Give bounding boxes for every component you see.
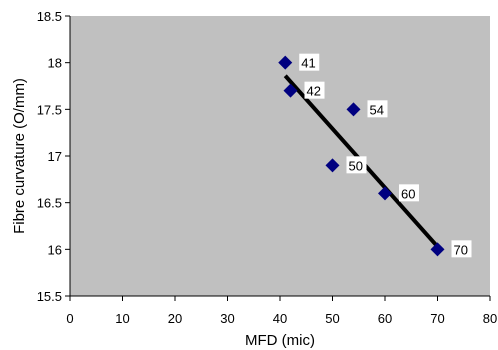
y-tick-label: 18 (48, 56, 62, 71)
x-axis-ticks: 0 10 20 30 40 50 60 70 80 (66, 296, 497, 326)
x-tick-label: 0 (66, 311, 73, 326)
x-tick-label: 30 (220, 311, 234, 326)
data-label: 54 (370, 102, 384, 117)
y-tick-label: 16 (48, 242, 62, 257)
x-tick-label: 80 (483, 311, 497, 326)
data-label-background (367, 100, 388, 118)
data-point-marker (346, 102, 361, 117)
data-point-marker (278, 55, 293, 70)
data-label-background (399, 184, 419, 202)
y-axis-title: Fibre curvature (O/mm) (11, 78, 28, 234)
data-label: 41 (301, 56, 315, 71)
plot-area (70, 16, 490, 296)
y-tick-label: 18.5 (37, 9, 62, 24)
x-tick-label: 40 (273, 311, 287, 326)
data-label-background (299, 53, 320, 71)
x-axis-title: MFD (mic) (245, 332, 315, 349)
data-label: 70 (454, 242, 468, 257)
y-tick-label: 15.5 (37, 289, 62, 304)
data-label: 60 (401, 186, 415, 201)
data-point-marker (430, 242, 445, 257)
data-point-marker (283, 83, 298, 98)
data-points: 41 42 54 50 60 70 (278, 53, 472, 258)
y-axis-ticks: 15.5 16 16.5 17 17.5 18 18.5 (37, 9, 70, 304)
x-tick-label: 70 (430, 311, 444, 326)
y-tick-label: 17.5 (37, 102, 62, 117)
x-tick-label: 60 (378, 311, 392, 326)
data-point-marker (378, 186, 392, 201)
data-label-background (346, 156, 367, 174)
data-label-background (451, 240, 472, 258)
x-tick-label: 50 (325, 311, 339, 326)
y-tick-label: 17 (48, 149, 62, 164)
data-label-background (304, 81, 325, 99)
y-tick-label: 16.5 (37, 196, 62, 211)
data-label: 50 (349, 158, 363, 173)
data-label: 42 (307, 84, 321, 99)
x-tick-label: 20 (168, 311, 182, 326)
x-tick-label: 10 (115, 311, 129, 326)
data-point-marker (325, 158, 340, 173)
